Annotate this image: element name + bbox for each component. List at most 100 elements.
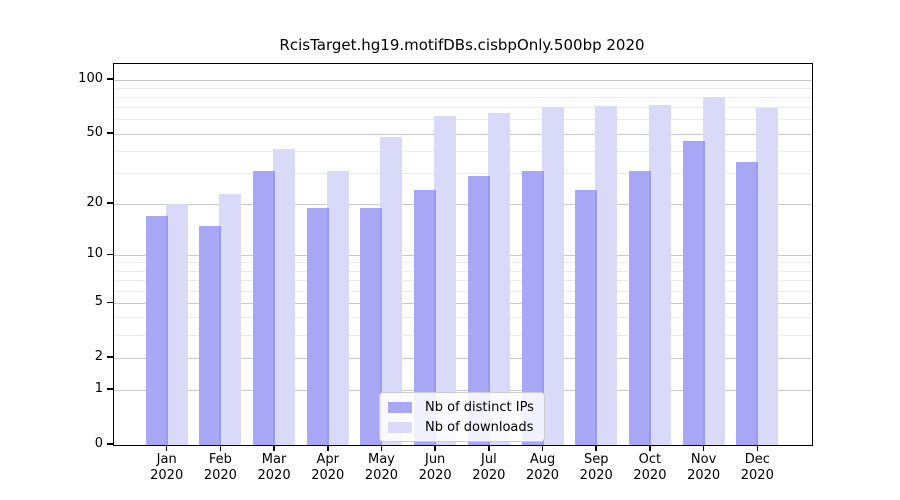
gridline-minor — [114, 317, 812, 319]
y-tick-label: 0 — [94, 436, 103, 451]
bar-distinct-ips — [628, 170, 651, 445]
y-tick-mark — [107, 443, 113, 445]
legend-swatch-distinct-ips — [388, 401, 412, 413]
x-tick-label-line: Mar — [261, 452, 287, 467]
gridline-minor — [114, 334, 812, 336]
x-tick-label-line: Nov — [690, 452, 717, 467]
gridline-minor — [114, 87, 812, 89]
x-tick-label: Aug 2020 — [511, 452, 575, 484]
y-tick-mark — [107, 388, 113, 390]
legend-label: Nb of downloads — [425, 419, 534, 435]
x-tick-mark — [380, 445, 383, 451]
bar-downloads — [702, 96, 725, 445]
y-tick-mark — [107, 253, 113, 256]
x-tick-label-line: 2020 — [418, 468, 452, 483]
bar-downloads — [219, 193, 242, 445]
y-tick-mark — [107, 301, 113, 304]
y-tick-label: 10 — [86, 246, 103, 262]
gridline-major — [114, 389, 812, 391]
legend-swatch-downloads — [388, 421, 412, 433]
bar-distinct-ips — [360, 208, 383, 445]
y-tick-label: 1 — [94, 381, 103, 397]
x-tick-label-line: 2020 — [364, 468, 398, 483]
x-tick-label: Dec 2020 — [725, 452, 789, 484]
bar-distinct-ips — [145, 216, 168, 445]
gridline-major — [114, 79, 812, 81]
x-tick-label: Apr 2020 — [296, 452, 360, 484]
x-tick-mark — [165, 445, 168, 451]
x-tick-label-line: 2020 — [633, 468, 667, 483]
x-tick-label: Feb 2020 — [188, 452, 252, 484]
gridline-minor — [114, 107, 812, 109]
x-tick-mark — [541, 445, 544, 451]
x-tick-label-line: Jul — [481, 452, 497, 467]
x-tick-label-line: May — [368, 452, 395, 467]
gridline-major — [114, 254, 812, 256]
bar-downloads — [595, 105, 618, 445]
bar-downloads — [273, 149, 296, 445]
y-tick-label: 20 — [86, 195, 103, 211]
gridline-major — [114, 302, 812, 304]
x-tick-label: Sep 2020 — [564, 452, 628, 484]
bar-distinct-ips — [253, 170, 276, 445]
y-tick-label: 2 — [94, 349, 103, 365]
x-tick-mark — [702, 445, 705, 451]
legend: Nb of distinct IPs Nb of downloads — [379, 392, 545, 442]
y-tick-mark — [107, 78, 113, 80]
x-tick-label: Nov 2020 — [672, 452, 736, 484]
y-tick-mark — [107, 202, 113, 204]
bar-distinct-ips — [199, 225, 222, 445]
x-tick-label: Oct 2020 — [618, 452, 682, 484]
x-tick-label-line: Jan — [156, 452, 177, 467]
x-tick-label-line: Jun — [424, 452, 446, 467]
x-tick-label-line: Dec — [744, 452, 770, 467]
legend-item: Nb of distinct IPs — [388, 397, 534, 417]
gridline-major — [114, 203, 812, 205]
chart-title: RcisTarget.hg19.motifDBs.cisbpOnly.500bp… — [279, 36, 645, 54]
x-tick-label-line: 2020 — [257, 468, 291, 483]
bar-distinct-ips — [682, 140, 705, 445]
y-tick-mark — [107, 132, 113, 134]
gridline-minor — [114, 290, 812, 292]
x-tick-label: Jun 2020 — [403, 452, 467, 484]
x-tick-mark — [649, 445, 651, 451]
legend-label: Nb of distinct IPs — [425, 399, 534, 415]
bar-downloads — [756, 107, 779, 445]
bar-downloads — [434, 116, 457, 445]
plot-area — [113, 63, 813, 446]
bar-downloads — [648, 104, 671, 445]
x-tick-label-line: Sep — [583, 452, 609, 467]
x-tick-mark — [756, 445, 759, 451]
bar-distinct-ips — [414, 190, 437, 445]
gridline-minor — [114, 96, 812, 98]
x-tick-mark — [434, 445, 436, 451]
x-tick-mark — [488, 445, 490, 451]
legend-item: Nb of downloads — [388, 417, 534, 437]
bar-downloads — [326, 170, 349, 445]
bar-downloads — [487, 112, 510, 445]
x-tick-label-line: Feb — [208, 452, 232, 467]
x-tick-label: Mar 2020 — [242, 452, 306, 484]
x-tick-label-line: 2020 — [150, 468, 184, 483]
bar-distinct-ips — [467, 176, 490, 445]
x-tick-label: Jan 2020 — [135, 452, 199, 484]
x-tick-mark — [219, 445, 222, 451]
x-tick-label-line: 2020 — [740, 468, 774, 483]
x-tick-label-line: 2020 — [687, 468, 721, 483]
gridline-minor — [114, 262, 812, 264]
y-tick-mark — [107, 356, 113, 358]
bar-distinct-ips — [306, 208, 329, 445]
y-tick-label: 100 — [78, 71, 103, 86]
x-tick-label-line: 2020 — [579, 468, 613, 483]
x-tick-label: May 2020 — [349, 452, 413, 484]
y-tick-label: 5 — [94, 294, 103, 310]
y-tick-label: 50 — [86, 125, 103, 141]
gridline-minor — [114, 172, 812, 174]
x-tick-label-line: 2020 — [525, 468, 560, 483]
bar-distinct-ips — [575, 190, 598, 445]
bar-downloads — [380, 137, 403, 445]
gridline-minor — [114, 119, 812, 121]
x-tick-mark — [327, 445, 329, 451]
x-tick-mark — [595, 445, 597, 451]
